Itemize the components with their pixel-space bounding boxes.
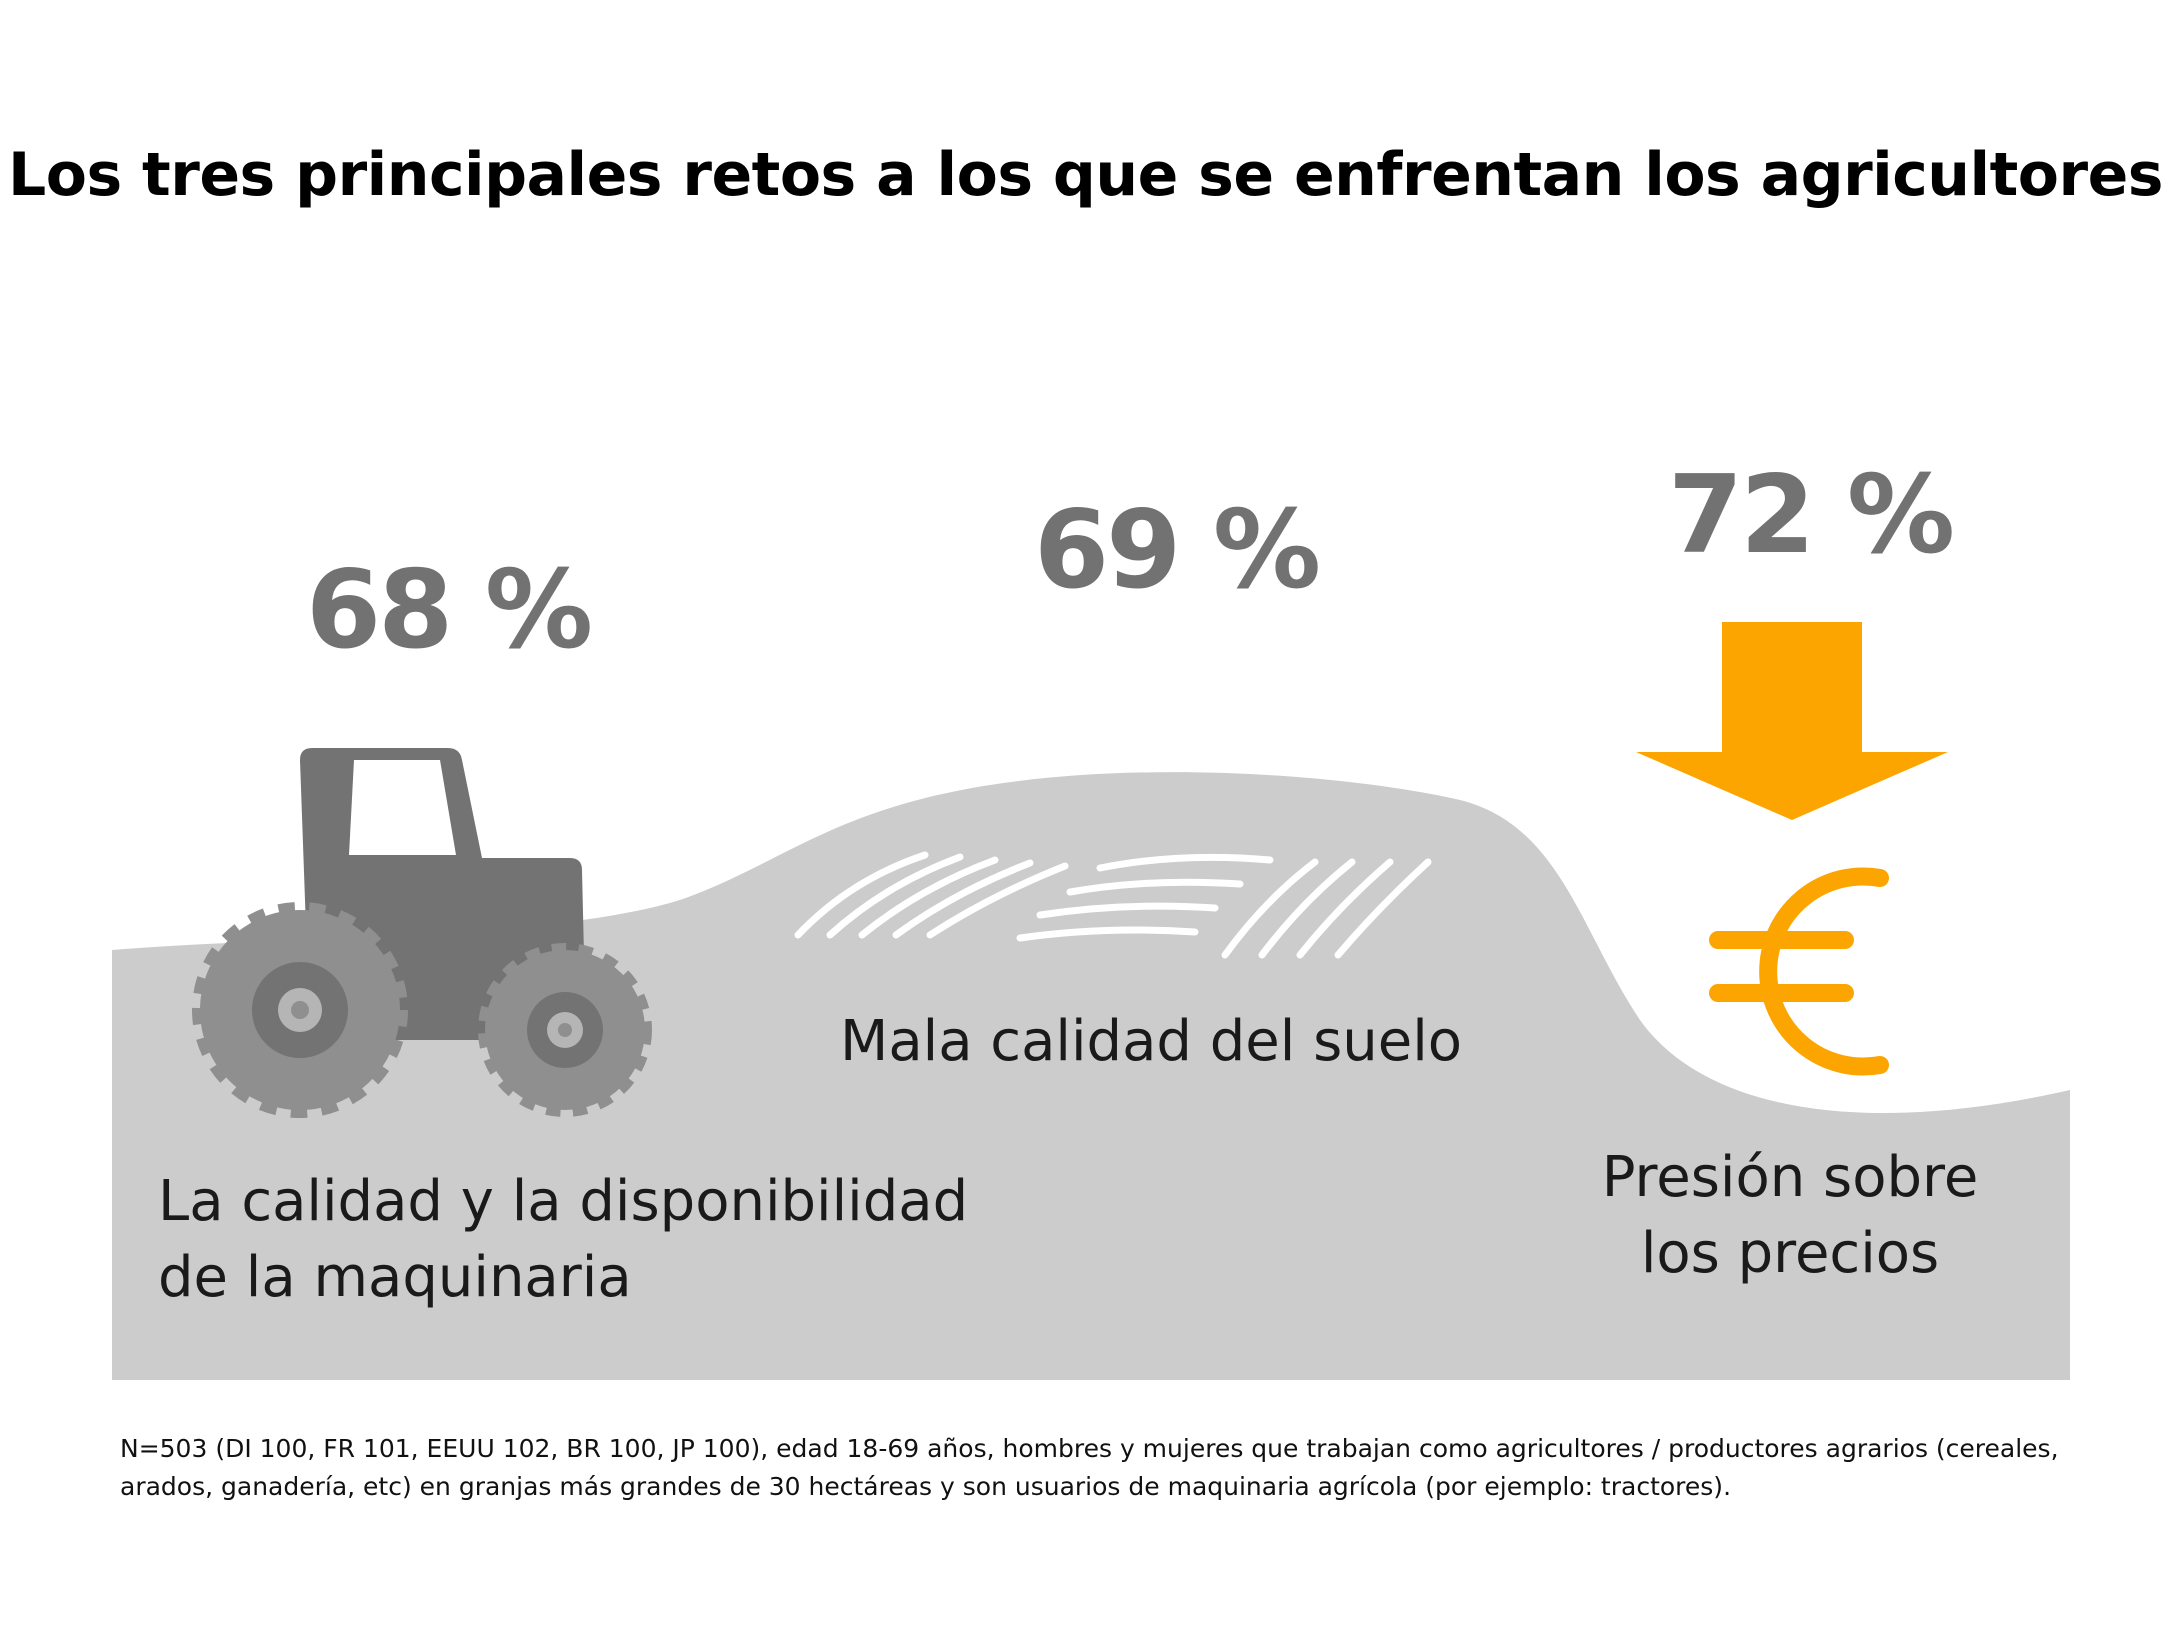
euro-icon (1709, 867, 1889, 1076)
label-prices-line-1: Presión sobre (1601, 1145, 1979, 1210)
label-prices-line-2: los precios (1640, 1221, 1940, 1286)
percent-soil: 69 % (1034, 488, 1321, 613)
label-soil: Mala calidad del suelo (840, 1004, 1462, 1080)
furrows-icon (794, 851, 1432, 959)
label-tractor-line-2: de la maquinaria (158, 1245, 632, 1310)
down-arrow-icon (1636, 622, 1948, 820)
percent-tractor: 68 % (306, 548, 593, 673)
tractor-icon (192, 748, 652, 1118)
label-prices: Presión sobre los precios (1580, 1140, 2000, 1292)
rear-wheel (192, 902, 408, 1118)
field-background (112, 772, 2070, 1380)
page-title: Los tres principales retos a los que se … (8, 140, 2163, 210)
percent-prices: 72 % (1668, 453, 1955, 578)
euro-down-arrow-icon (1636, 622, 1948, 1076)
footnote: N=503 (DI 100, FR 101, EEUU 102, BR 100,… (120, 1434, 2059, 1501)
label-soil-line-1: Mala calidad del suelo (840, 1009, 1463, 1074)
label-tractor-line-1: La calidad y la disponibilidad (158, 1169, 969, 1234)
front-wheel (478, 943, 652, 1117)
label-tractor: La calidad y la disponibilidad de la maq… (158, 1164, 968, 1316)
